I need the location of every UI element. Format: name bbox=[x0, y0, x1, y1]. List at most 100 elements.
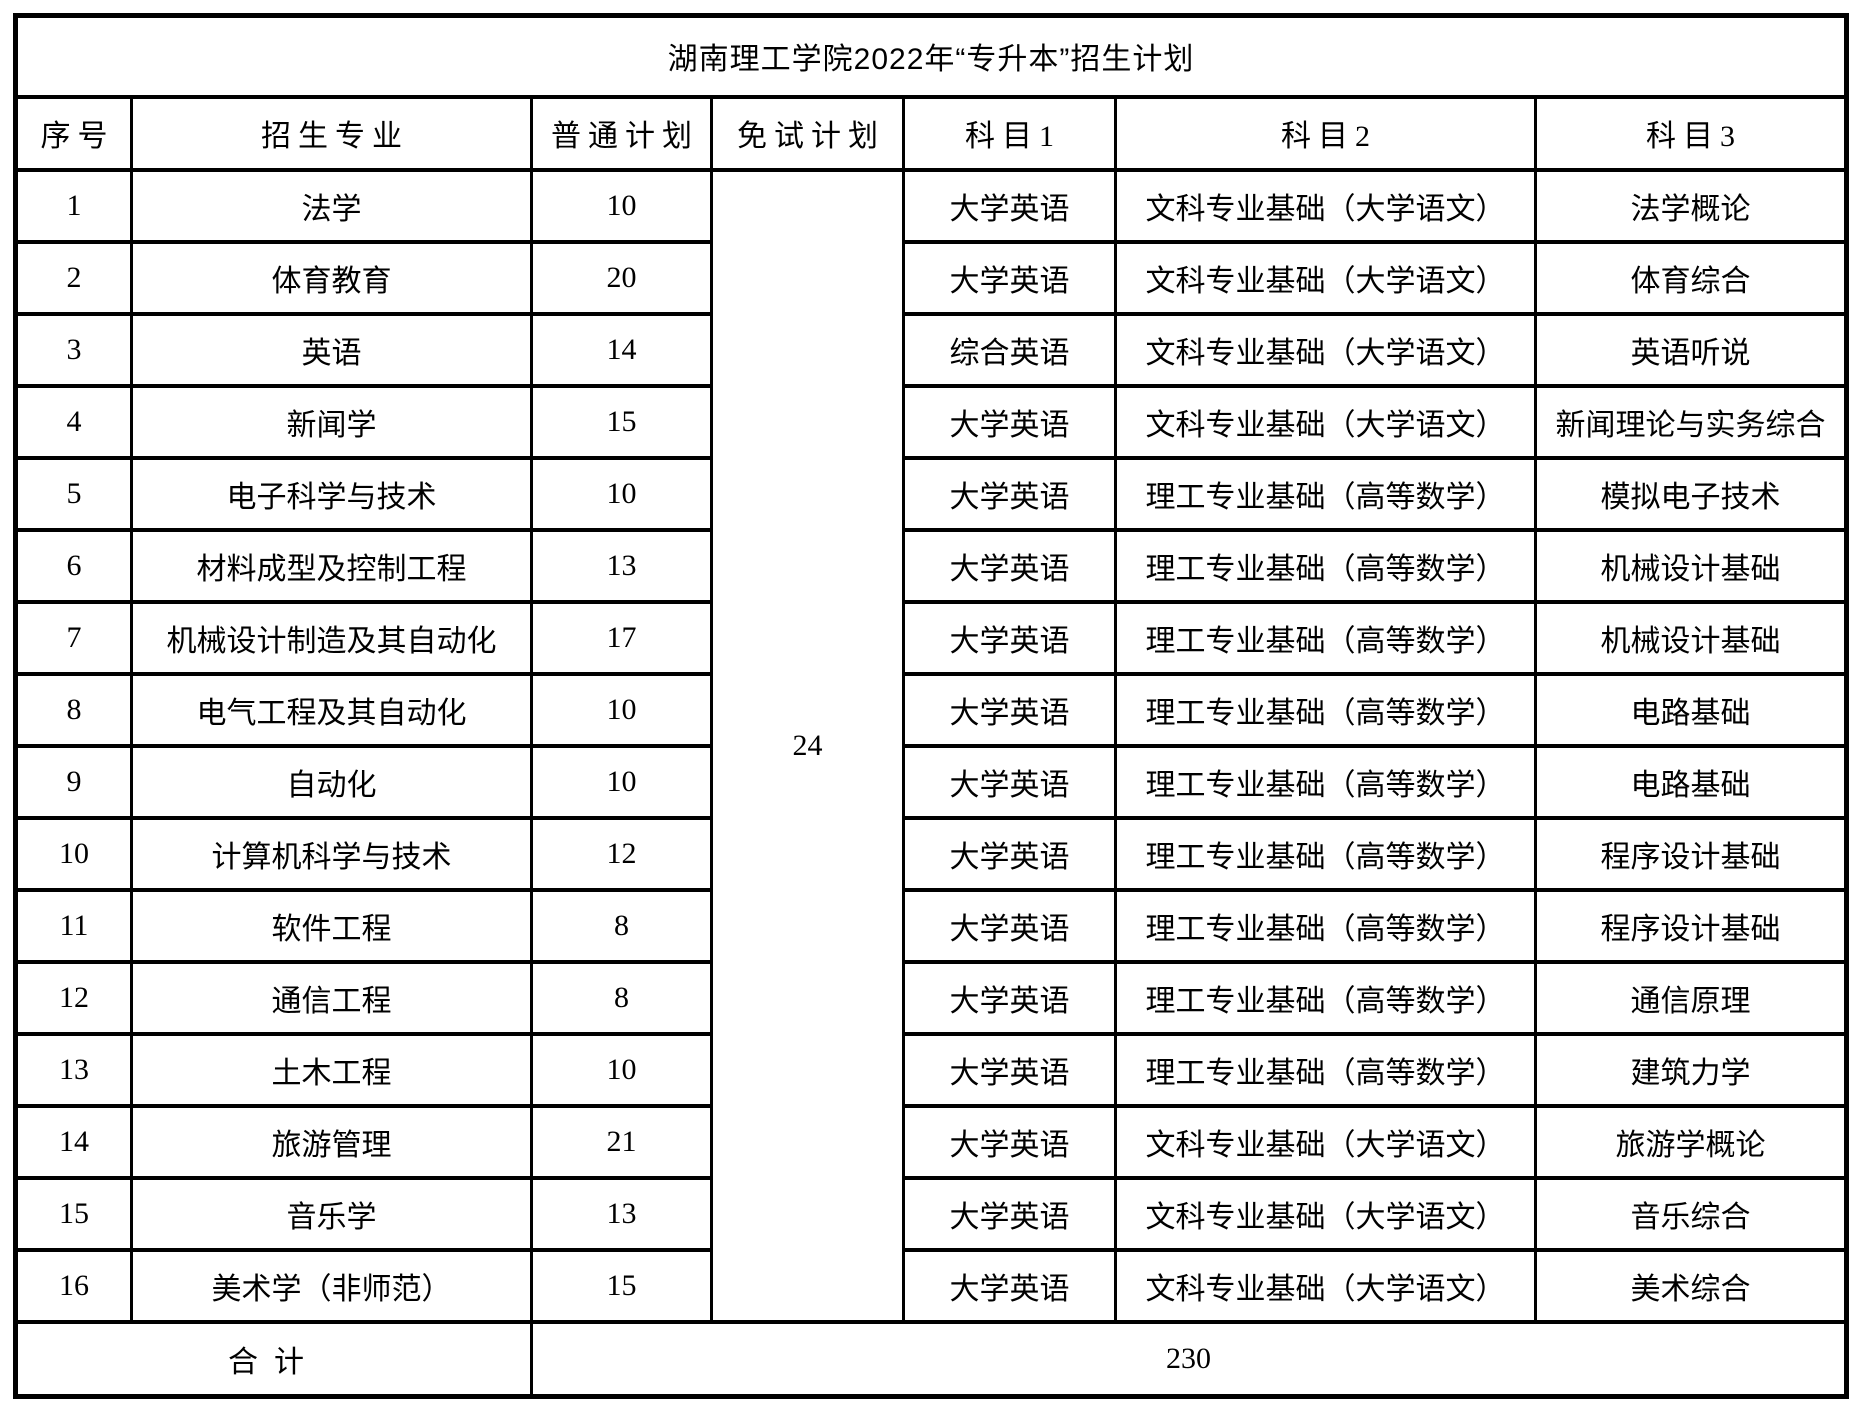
major-cell: 电气工程及其自动化 bbox=[130, 671, 533, 748]
subject3-cell: 新闻理论与实务综合 bbox=[1533, 383, 1849, 460]
row-index-cell: 12 bbox=[14, 959, 133, 1036]
row-index-cell: 15 bbox=[14, 1175, 133, 1252]
subject2-cell: 理工专业基础（高等数学） bbox=[1114, 599, 1537, 676]
row-index-cell: 5 bbox=[14, 455, 133, 532]
table-row: 5 电子科学与技术 10 大学英语 理工专业基础（高等数学） 模拟电子技术 bbox=[14, 455, 1849, 532]
subject3-cell: 模拟电子技术 bbox=[1533, 455, 1849, 532]
subject3-cell: 机械设计基础 bbox=[1533, 599, 1849, 676]
subject1-cell: 大学英语 bbox=[902, 455, 1117, 532]
row-index-cell: 9 bbox=[14, 743, 133, 820]
regular-plan-cell: 8 bbox=[530, 887, 713, 964]
total-row: 合计 230 bbox=[14, 1319, 1849, 1399]
table-row: 4 新闻学 15 大学英语 文科专业基础（大学语文） 新闻理论与实务综合 bbox=[14, 383, 1849, 460]
col-header-major: 招生专业 bbox=[130, 94, 533, 172]
regular-plan-cell: 13 bbox=[530, 1175, 713, 1252]
column-header-row: 序号 招生专业 普通计划 免试计划 科目1 科目2 科目3 bbox=[14, 94, 1849, 172]
major-cell: 美术学（非师范） bbox=[130, 1247, 533, 1324]
row-index-cell: 6 bbox=[14, 527, 133, 604]
subject3-cell: 美术综合 bbox=[1533, 1247, 1849, 1324]
col-header-index: 序号 bbox=[14, 94, 133, 172]
subject3-cell: 体育综合 bbox=[1533, 239, 1849, 316]
major-cell: 旅游管理 bbox=[130, 1103, 533, 1180]
table-row: 16 美术学（非师范） 15 大学英语 文科专业基础（大学语文） 美术综合 bbox=[14, 1247, 1849, 1324]
table-row: 14 旅游管理 21 大学英语 文科专业基础（大学语文） 旅游学概论 bbox=[14, 1103, 1849, 1180]
table-row: 7 机械设计制造及其自动化 17 大学英语 理工专业基础（高等数学） 机械设计基础 bbox=[14, 599, 1849, 676]
footer-total: 230 bbox=[529, 1319, 1849, 1399]
table-row: 2 体育教育 20 大学英语 文科专业基础（大学语文） 体育综合 bbox=[14, 239, 1849, 316]
subject1-cell: 大学英语 bbox=[902, 815, 1117, 892]
subject1-cell: 大学英语 bbox=[902, 1103, 1117, 1180]
col-header-subject2: 科目2 bbox=[1114, 94, 1537, 172]
subject2-cell: 文科专业基础（大学语文） bbox=[1114, 167, 1537, 244]
regular-plan-cell: 15 bbox=[530, 383, 713, 460]
table-row: 11 软件工程 8 大学英语 理工专业基础（高等数学） 程序设计基础 bbox=[14, 887, 1849, 964]
major-cell: 机械设计制造及其自动化 bbox=[130, 599, 533, 676]
major-cell: 音乐学 bbox=[130, 1175, 533, 1252]
regular-plan-cell: 10 bbox=[530, 1031, 713, 1108]
regular-plan-cell: 10 bbox=[530, 455, 713, 532]
table-row: 15 音乐学 13 大学英语 文科专业基础（大学语文） 音乐综合 bbox=[14, 1175, 1849, 1252]
row-index-cell: 10 bbox=[14, 815, 133, 892]
subject3-cell: 通信原理 bbox=[1533, 959, 1849, 1036]
subject2-cell: 理工专业基础（高等数学） bbox=[1114, 455, 1537, 532]
subject2-cell: 文科专业基础（大学语文） bbox=[1114, 311, 1537, 388]
major-cell: 计算机科学与技术 bbox=[130, 815, 533, 892]
table-row: 3 英语 14 综合英语 文科专业基础（大学语文） 英语听说 bbox=[14, 311, 1849, 388]
table-body: 1 法学 10 24 大学英语 文科专业基础（大学语文） 法学概论 2 体育教育 20 大学英语 文科… bbox=[14, 167, 1849, 1324]
subject3-cell: 程序设计基础 bbox=[1533, 887, 1849, 964]
subject1-cell: 大学英语 bbox=[902, 1031, 1117, 1108]
subject3-cell: 旅游学概论 bbox=[1533, 1103, 1849, 1180]
subject2-cell: 理工专业基础（高等数学） bbox=[1114, 887, 1537, 964]
table-row: 6 材料成型及控制工程 13 大学英语 理工专业基础（高等数学） 机械设计基础 bbox=[14, 527, 1849, 604]
row-index-cell: 11 bbox=[14, 887, 133, 964]
subject3-cell: 英语听说 bbox=[1533, 311, 1849, 388]
subject3-cell: 建筑力学 bbox=[1533, 1031, 1849, 1108]
row-index-cell: 7 bbox=[14, 599, 133, 676]
major-cell: 材料成型及控制工程 bbox=[130, 527, 533, 604]
major-cell: 电子科学与技术 bbox=[130, 455, 533, 532]
col-header-subject3: 科目3 bbox=[1533, 94, 1849, 172]
row-index-cell: 2 bbox=[14, 239, 133, 316]
major-cell: 自动化 bbox=[130, 743, 533, 820]
major-cell: 体育教育 bbox=[130, 239, 533, 316]
row-index-cell: 1 bbox=[14, 167, 133, 244]
subject1-cell: 大学英语 bbox=[902, 239, 1117, 316]
subject1-cell: 大学英语 bbox=[902, 383, 1117, 460]
subject1-cell: 大学英语 bbox=[902, 527, 1117, 604]
exempt-plan-merged-cell: 24 bbox=[710, 167, 905, 1324]
regular-plan-cell: 13 bbox=[530, 527, 713, 604]
table-row: 13 土木工程 10 大学英语 理工专业基础（高等数学） 建筑力学 bbox=[14, 1031, 1849, 1108]
regular-plan-cell: 15 bbox=[530, 1247, 713, 1324]
subject3-cell: 程序设计基础 bbox=[1533, 815, 1849, 892]
row-index-cell: 13 bbox=[14, 1031, 133, 1108]
row-index-cell: 16 bbox=[14, 1247, 133, 1324]
major-cell: 法学 bbox=[130, 167, 533, 244]
table-row: 9 自动化 10 大学英语 理工专业基础（高等数学） 电路基础 bbox=[14, 743, 1849, 820]
subject3-cell: 法学概论 bbox=[1533, 167, 1849, 244]
subject2-cell: 理工专业基础（高等数学） bbox=[1114, 527, 1537, 604]
subject2-cell: 文科专业基础（大学语文） bbox=[1114, 1175, 1537, 1252]
regular-plan-cell: 12 bbox=[530, 815, 713, 892]
subject2-cell: 理工专业基础（高等数学） bbox=[1114, 743, 1537, 820]
subject2-cell: 文科专业基础（大学语文） bbox=[1114, 239, 1537, 316]
regular-plan-cell: 10 bbox=[530, 671, 713, 748]
regular-plan-cell: 17 bbox=[530, 599, 713, 676]
col-header-exempt-plan: 免试计划 bbox=[710, 94, 905, 172]
footer-label: 合计 bbox=[14, 1319, 533, 1399]
major-cell: 土木工程 bbox=[130, 1031, 533, 1108]
subject3-cell: 电路基础 bbox=[1533, 671, 1849, 748]
major-cell: 通信工程 bbox=[130, 959, 533, 1036]
subject3-cell: 电路基础 bbox=[1533, 743, 1849, 820]
subject1-cell: 综合英语 bbox=[902, 311, 1117, 388]
subject1-cell: 大学英语 bbox=[902, 167, 1117, 244]
regular-plan-cell: 21 bbox=[530, 1103, 713, 1180]
subject1-cell: 大学英语 bbox=[902, 1247, 1117, 1324]
table-row: 1 法学 10 24 大学英语 文科专业基础（大学语文） 法学概论 bbox=[14, 167, 1849, 1324]
subject2-cell: 理工专业基础（高等数学） bbox=[1114, 959, 1537, 1036]
subject1-cell: 大学英语 bbox=[902, 671, 1117, 748]
major-cell: 软件工程 bbox=[130, 887, 533, 964]
subject1-cell: 大学英语 bbox=[902, 1175, 1117, 1252]
subject3-cell: 机械设计基础 bbox=[1533, 527, 1849, 604]
table-row: 12 通信工程 8 大学英语 理工专业基础（高等数学） 通信原理 bbox=[14, 959, 1849, 1036]
subject2-cell: 文科专业基础（大学语文） bbox=[1114, 383, 1537, 460]
